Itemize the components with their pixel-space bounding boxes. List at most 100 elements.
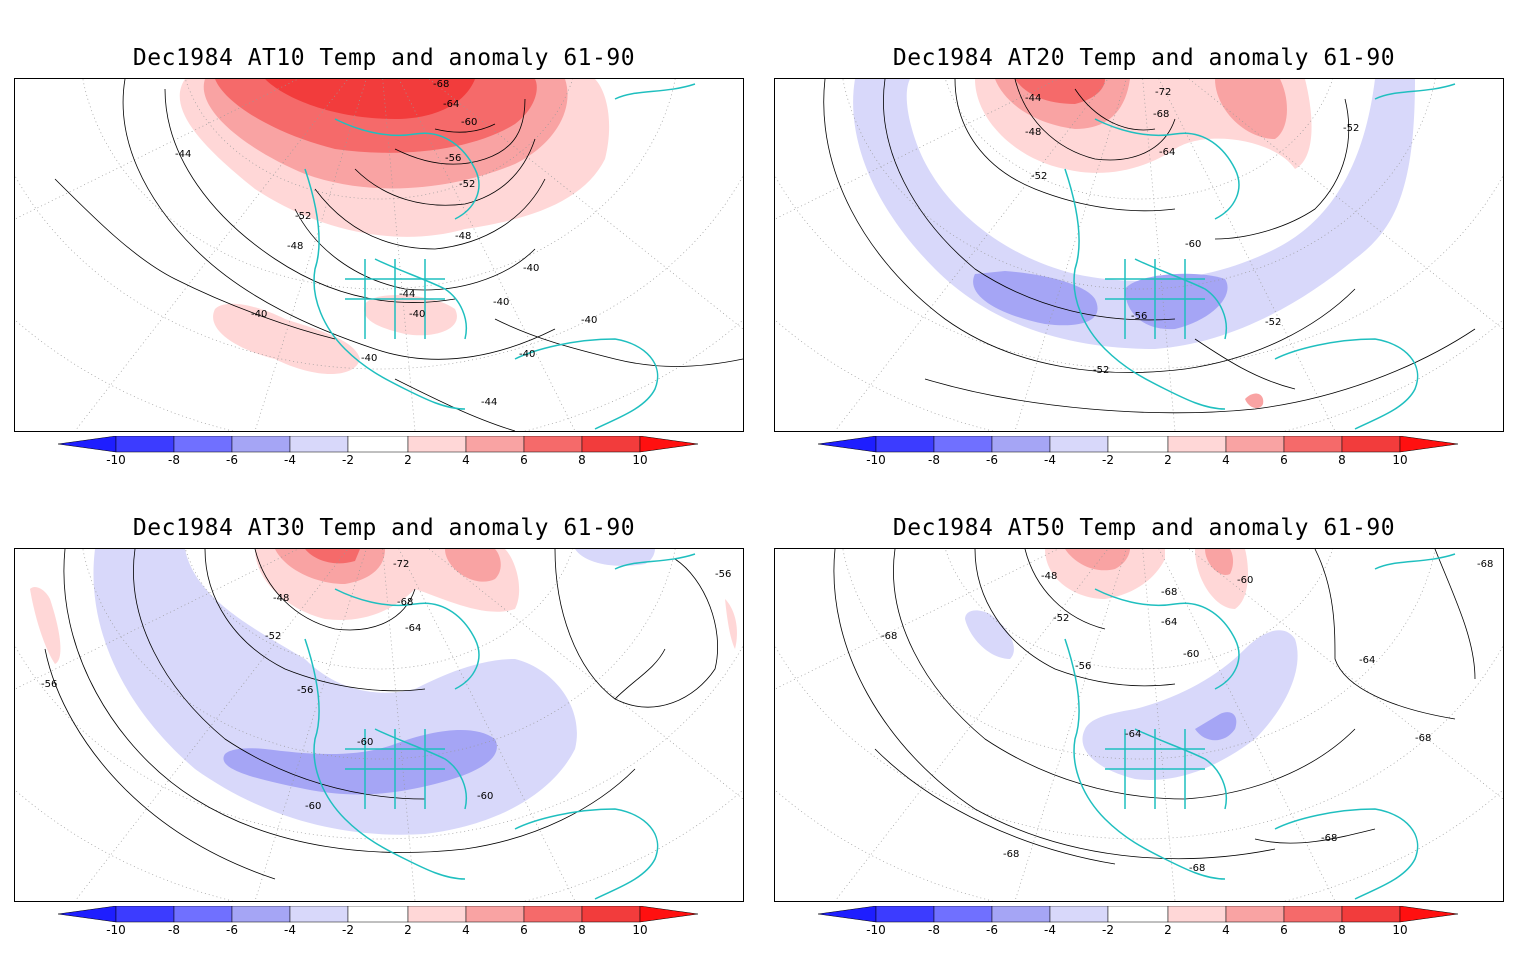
panel-title: Dec1984 AT50 Temp and anomaly 61-90 <box>892 515 1396 541</box>
contour-label: -60 <box>461 117 477 128</box>
contour-label: -52 <box>1093 365 1109 376</box>
anomaly-positive-region <box>1215 79 1287 139</box>
colorbar-label: 6 <box>1280 453 1288 467</box>
contour-label: -56 <box>715 569 731 580</box>
contour-label: -56 <box>445 153 461 164</box>
contour-label: -52 <box>459 179 475 190</box>
map-frame: -48 -68 -60 -52 -64 -68 -60 -56 -64 -64 … <box>774 548 1504 902</box>
contour-label: -56 <box>41 679 57 690</box>
colorbar-label: -4 <box>1044 453 1056 467</box>
colorbar-label: -10 <box>866 923 886 937</box>
contour-label: -68 <box>433 79 449 90</box>
contour-label: -68 <box>1321 833 1337 844</box>
map-panel-at10: Dec1984 AT10 Temp and anomaly 61-90 <box>14 44 754 494</box>
colorbar-label: 10 <box>632 923 648 937</box>
anomaly-positive-region <box>445 549 501 582</box>
colorbar-label: -10 <box>106 453 126 467</box>
colorbar-label: -4 <box>1044 923 1056 937</box>
contour-label: -60 <box>1183 649 1199 660</box>
colorbar: -10 -8 -6 -4 -2 2 4 6 8 10 <box>58 436 698 467</box>
anomaly-positive-region <box>364 294 457 336</box>
colorbar-label: -6 <box>986 453 998 467</box>
contour-label: -56 <box>297 685 313 696</box>
contour-label: -44 <box>481 397 497 408</box>
contour-label: -68 <box>1161 587 1177 598</box>
colorbar-label: 2 <box>404 453 412 467</box>
contour-label: -40 <box>409 309 425 320</box>
colorbar-label: -2 <box>342 923 354 937</box>
anomaly-positive-region <box>305 549 360 564</box>
anomaly-positive-region <box>1015 79 1105 104</box>
colorbar-label: -4 <box>284 453 296 467</box>
colorbar-label: -10 <box>106 923 126 937</box>
anomaly-positive-region <box>725 599 737 649</box>
colorbar-label: 6 <box>520 923 528 937</box>
contour-label: -52 <box>265 631 281 642</box>
colorbar-graphic <box>818 906 1458 923</box>
contour-label: -60 <box>305 801 321 812</box>
contour-label: -64 <box>405 623 421 634</box>
contour-label: -68 <box>1153 109 1169 120</box>
anomaly-positive-region <box>213 303 360 374</box>
contour-label: -48 <box>455 231 471 242</box>
colorbar-label: -6 <box>226 453 238 467</box>
anomaly-positive-region <box>1065 549 1130 571</box>
contour-label: -64 <box>443 99 459 110</box>
anomaly-negative-region <box>965 610 1014 659</box>
colorbar-label: 4 <box>462 923 470 937</box>
contour-label: -72 <box>393 559 409 570</box>
colorbar: -10 -8 -6 -4 -2 2 4 6 8 10 <box>58 906 698 937</box>
contour-label: -44 <box>1025 93 1041 104</box>
anomaly-negative-region <box>223 729 497 795</box>
contour-label: -40 <box>519 349 535 360</box>
contour-label: -56 <box>1131 311 1147 322</box>
colorbar-label: 8 <box>578 453 586 467</box>
colorbar-label: 10 <box>1392 453 1408 467</box>
contour-label: -60 <box>357 737 373 748</box>
contour-label: -48 <box>287 241 303 252</box>
contour-label: -68 <box>1477 559 1493 570</box>
contour-label: -64 <box>1161 617 1177 628</box>
contour-label: -48 <box>1025 127 1041 138</box>
contour-label: -44 <box>399 289 415 300</box>
colorbar-label: 2 <box>404 923 412 937</box>
contour-label: -60 <box>477 791 493 802</box>
contour-label: -52 <box>1031 171 1047 182</box>
colorbar-label: 8 <box>578 923 586 937</box>
map-frame: -44 -72 -68 -48 -64 -52 -52 -60 -56 -52 … <box>774 78 1504 432</box>
anomaly-positive-region <box>275 549 385 584</box>
map-frame: -68 -64 -60 -56 -52 -52 -48 -48 -44 -44 … <box>14 78 744 432</box>
colorbar-label: 2 <box>1164 453 1172 467</box>
anomaly-positive-region <box>1045 549 1165 599</box>
contour-label: -68 <box>397 597 413 608</box>
contour-label: -68 <box>1003 849 1019 860</box>
colorbar: -10 -8 -6 -4 -2 2 4 6 8 10 <box>818 436 1458 467</box>
contour-label: -60 <box>1185 239 1201 250</box>
colorbar-graphic <box>818 436 1458 453</box>
colorbar-label: 10 <box>1392 923 1408 937</box>
anomaly-negative-region <box>575 549 655 566</box>
map-frame: -72 -48 -68 -52 -64 -56 -56 -60 -60 -60 … <box>14 548 744 902</box>
map-plot: -48 -68 -60 -52 -64 -68 -60 -56 -64 -64 … <box>775 549 1503 901</box>
colorbar-label: 2 <box>1164 923 1172 937</box>
colorbar-label: -8 <box>168 923 180 937</box>
anomaly-negative-region <box>973 271 1098 326</box>
colorbar-label: -10 <box>866 453 886 467</box>
colorbar-label: 6 <box>1280 923 1288 937</box>
panel-title: Dec1984 AT10 Temp and anomaly 61-90 <box>132 45 636 71</box>
colorbar-label: -8 <box>928 923 940 937</box>
panel-title: Dec1984 AT20 Temp and anomaly 61-90 <box>892 45 1396 71</box>
contour-label: -52 <box>1265 317 1281 328</box>
colorbar-label: 10 <box>632 453 648 467</box>
contour-label: -40 <box>251 309 267 320</box>
panel-title: Dec1984 AT30 Temp and anomaly 61-90 <box>132 515 636 541</box>
contour-label: -64 <box>1125 729 1141 740</box>
colorbar-label: 8 <box>1338 453 1346 467</box>
colorbar-label: -2 <box>1102 453 1114 467</box>
colorbar-label: -6 <box>986 923 998 937</box>
map-plot: -68 -64 -60 -56 -52 -52 -48 -48 -44 -44 … <box>15 79 743 431</box>
colorbar-label: 4 <box>462 453 470 467</box>
anomaly-negative-region <box>1195 712 1237 741</box>
colorbar-label: -4 <box>284 923 296 937</box>
colorbar-label: 4 <box>1222 453 1230 467</box>
